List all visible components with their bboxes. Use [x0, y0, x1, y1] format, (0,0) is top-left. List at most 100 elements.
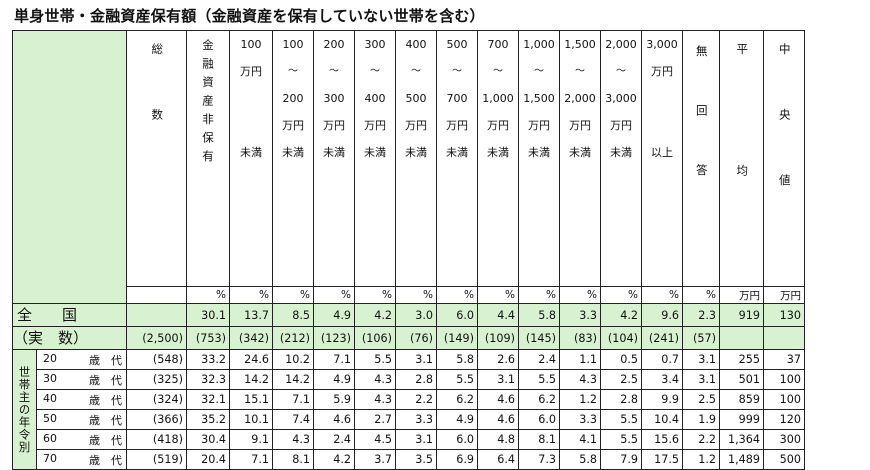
value-cell: 6.0	[518, 409, 560, 430]
header-range-stack: 2,000 〜 3,000 万円 未満	[602, 32, 641, 167]
range-part: 200	[323, 38, 345, 51]
national-pct-cell: 13.7	[229, 303, 273, 327]
table-row: 40 歳 代 (324) 32.1 15.1 7.1 5.9 4.3 2.2 6.2 4.6 6.2 1…	[13, 389, 805, 410]
range-part: 300	[364, 38, 386, 51]
value-cell: 4.3	[354, 389, 396, 410]
value-cell: 2.2	[682, 429, 720, 450]
unit-cell: %	[354, 286, 396, 304]
range-part: 〜	[616, 66, 626, 77]
age-cell: 60 歳 代	[36, 429, 127, 450]
header-range: 3,000 万円 以上	[641, 30, 683, 287]
value-cell: 7.3	[518, 449, 560, 470]
header-range-stack: 500 〜 700 万円 未満	[438, 32, 477, 167]
range-part: 万円	[487, 119, 509, 132]
table-row: 60 歳 代 (418) 30.4 9.1 4.3 2.4 4.5 3.1 6.0 4.8 8.1 4.…	[13, 429, 805, 450]
value-cell: 17.5	[641, 449, 683, 470]
national-pct-cell: 3.3	[559, 303, 601, 327]
range-from: 3,000	[646, 38, 678, 51]
range-part: 300	[323, 92, 345, 105]
national-count-cell: (106)	[354, 326, 396, 350]
national-count-cell: (109)	[477, 326, 519, 350]
range-part: 1,500	[523, 92, 555, 105]
value-cell: 3.1	[395, 349, 437, 370]
header-range-stack: 400 〜 500 万円 未満	[397, 32, 436, 167]
age-cell: 20 歳 代	[36, 349, 127, 370]
unit-cell: 万円	[763, 286, 805, 304]
header-no-answer: 無回答	[682, 30, 720, 287]
table-body: 総数 金融資産非保有 100 万円 未満 100 〜 200 万円 未満 200 〜 300 万円 未満 30…	[12, 30, 805, 470]
range-part: 〜	[452, 66, 462, 77]
value-cell: 2.8	[600, 389, 642, 410]
value-cell: 24.6	[229, 349, 273, 370]
age-unit: 歳 代	[89, 453, 122, 467]
unit-cell: %	[641, 286, 683, 304]
value-cell: 5.8	[559, 449, 601, 470]
national-count-label: （実 数）	[12, 326, 127, 350]
header-range: 500 〜 700 万円 未満	[436, 30, 478, 287]
age-label: 50 歳 代	[38, 412, 126, 428]
value-cell: 4.6	[477, 389, 519, 410]
value-cell: 500	[763, 449, 805, 470]
value-cell: (519)	[126, 449, 187, 470]
page-title: 単身世帯・金融資産保有額（金融資産を保有していない世帯を含む）	[14, 7, 485, 25]
age-number: 60	[43, 431, 57, 445]
age-cell: 70 歳 代	[36, 449, 127, 470]
range-part: 200	[282, 92, 304, 105]
range-part: 万円	[282, 119, 304, 132]
value-cell: 10.2	[272, 349, 314, 370]
value-cell: 5.8	[436, 349, 478, 370]
range-part: 400	[364, 92, 386, 105]
national-count-cell: (212)	[272, 326, 314, 350]
header-range-stack: 300 〜 400 万円 未満	[356, 32, 395, 167]
value-cell: 1.9	[682, 409, 720, 430]
national-row: 全 国 30.1 13.7 8.5 4.9 4.2 3.0 6.0 4.4 5.8 3.3 4.2 9.…	[12, 303, 805, 327]
header-range: 2,000 〜 3,000 万円 未満	[600, 30, 642, 287]
range-part: 万円	[446, 119, 468, 132]
header-range: 1,500 〜 2,000 万円 未満	[559, 30, 601, 287]
range-part: 3,000	[605, 92, 637, 105]
age-unit: 歳 代	[89, 353, 122, 367]
age-cell: 30 歳 代	[36, 369, 127, 390]
range-part: 未満	[405, 146, 427, 159]
range-part: 未満	[610, 146, 632, 159]
age-unit: 歳 代	[89, 413, 122, 427]
range-part: 未満	[569, 146, 591, 159]
range-part: 1,000	[523, 38, 555, 51]
value-cell: 15.6	[641, 429, 683, 450]
header-range-stack: 100 万円 未満	[231, 32, 272, 167]
value-cell: 4.1	[559, 429, 601, 450]
national-count-cell	[763, 326, 805, 350]
value-cell: (325)	[126, 369, 187, 390]
national-count-cell: (123)	[313, 326, 355, 350]
national-count-cell: (241)	[641, 326, 683, 350]
national-count-cell: (2,500)	[126, 326, 187, 350]
value-cell: 4.8	[477, 429, 519, 450]
value-cell: 2.2	[395, 389, 437, 410]
range-part: 〜	[534, 66, 544, 77]
group-label: 世帯主の年令別	[17, 365, 32, 454]
national-pct-cell: 4.4	[477, 303, 519, 327]
value-cell: 2.4	[313, 429, 355, 450]
national-pct-cell: 8.5	[272, 303, 314, 327]
header-mean: 平均	[719, 30, 764, 287]
range-part: 未満	[528, 146, 550, 159]
unit-cell: %	[436, 286, 478, 304]
value-cell: 20.4	[186, 449, 230, 470]
value-cell: 4.5	[354, 429, 396, 450]
range-part: 万円	[569, 119, 591, 132]
value-cell: 4.9	[436, 409, 478, 430]
national-count-cell: (342)	[229, 326, 273, 350]
value-cell: 6.2	[436, 389, 478, 410]
value-cell: (366)	[126, 409, 187, 430]
value-cell: 14.2	[272, 369, 314, 390]
value-cell: 4.6	[477, 409, 519, 430]
national-count-label-text: （実 数）	[13, 329, 89, 347]
range-part: 500	[405, 92, 427, 105]
value-cell: 15.1	[229, 389, 273, 410]
value-cell: 33.2	[186, 349, 230, 370]
unit-cell: %	[600, 286, 642, 304]
value-cell: 6.2	[518, 389, 560, 410]
unit-cell: %	[272, 286, 314, 304]
header-range: 1,000 〜 1,500 万円 未満	[518, 30, 560, 287]
range-part: 〜	[575, 66, 585, 77]
